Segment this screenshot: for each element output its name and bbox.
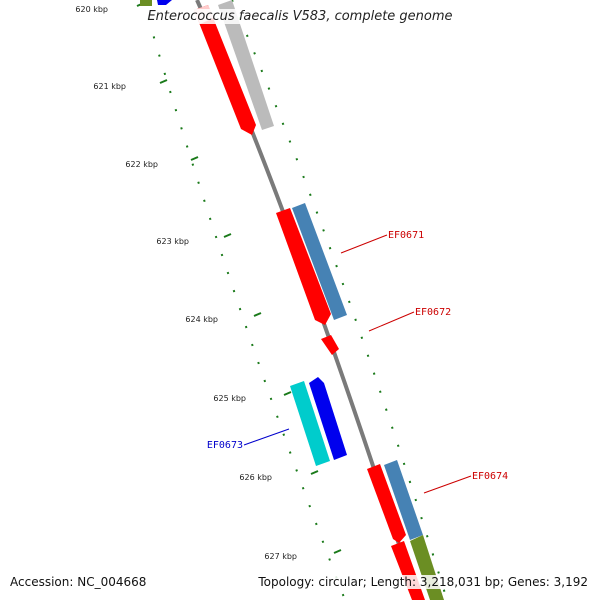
tick-label: 622 kbp	[125, 160, 158, 169]
gene-label-ef0671[interactable]: EF0671	[388, 230, 424, 241]
gene-label-ef0673[interactable]: EF0673	[207, 440, 243, 451]
ef0673-leader	[243, 428, 290, 446]
accession-text: Accession: NC_004668	[8, 575, 149, 589]
tick-mark	[223, 233, 232, 238]
ef0672-leader	[368, 311, 415, 332]
ef0674-leader	[423, 475, 472, 494]
gene-forward-gray-top	[218, 0, 274, 130]
tick-label: 627 kbp	[264, 552, 297, 561]
tick-mark	[253, 312, 262, 317]
gene-ef0674-steelblue	[384, 460, 423, 540]
gene-ef0672-red	[321, 335, 339, 355]
tick-mark	[333, 549, 342, 554]
ef0671-leader	[340, 234, 388, 254]
gene-forward-red-top	[194, 5, 256, 135]
tick-label: 623 kbp	[156, 237, 189, 246]
gene-ef0671-red	[276, 208, 331, 325]
gene-labels: EF0671 EF0672 EF0673 EF0674	[207, 230, 508, 482]
tick-mark	[310, 470, 319, 475]
gene-ef0673-cyan	[290, 381, 330, 466]
gene-ef0674-red	[367, 464, 406, 543]
tick-mark	[283, 391, 292, 396]
gene-ef0671-steelblue	[292, 203, 347, 320]
tick-mark	[190, 156, 199, 161]
tick-label: 620 kbp	[75, 5, 108, 14]
tick-label: 626 kbp	[239, 473, 272, 482]
gene-label-ef0674[interactable]: EF0674	[472, 471, 508, 482]
topology-text: Topology: circular; Length: 3,218,031 bp…	[256, 575, 590, 589]
feature-top-olive	[140, 0, 152, 6]
tick-label: 625 kbp	[213, 394, 246, 403]
tick-label: 624 kbp	[185, 315, 218, 324]
feature-top-blue	[157, 0, 172, 5]
gene-label-ef0672[interactable]: EF0672	[415, 307, 451, 318]
tick-mark	[159, 79, 168, 84]
gene-ef0673-blue	[309, 377, 347, 460]
tick-label: 621 kbp	[93, 82, 126, 91]
tick-labels: 620 kbp 621 kbp 622 kbp 623 kbp 624 kbp 625 k…	[75, 5, 297, 561]
tick-marks	[136, 2, 342, 554]
genome-title: Enterococcus faecalis V583, complete gen…	[0, 9, 600, 24]
